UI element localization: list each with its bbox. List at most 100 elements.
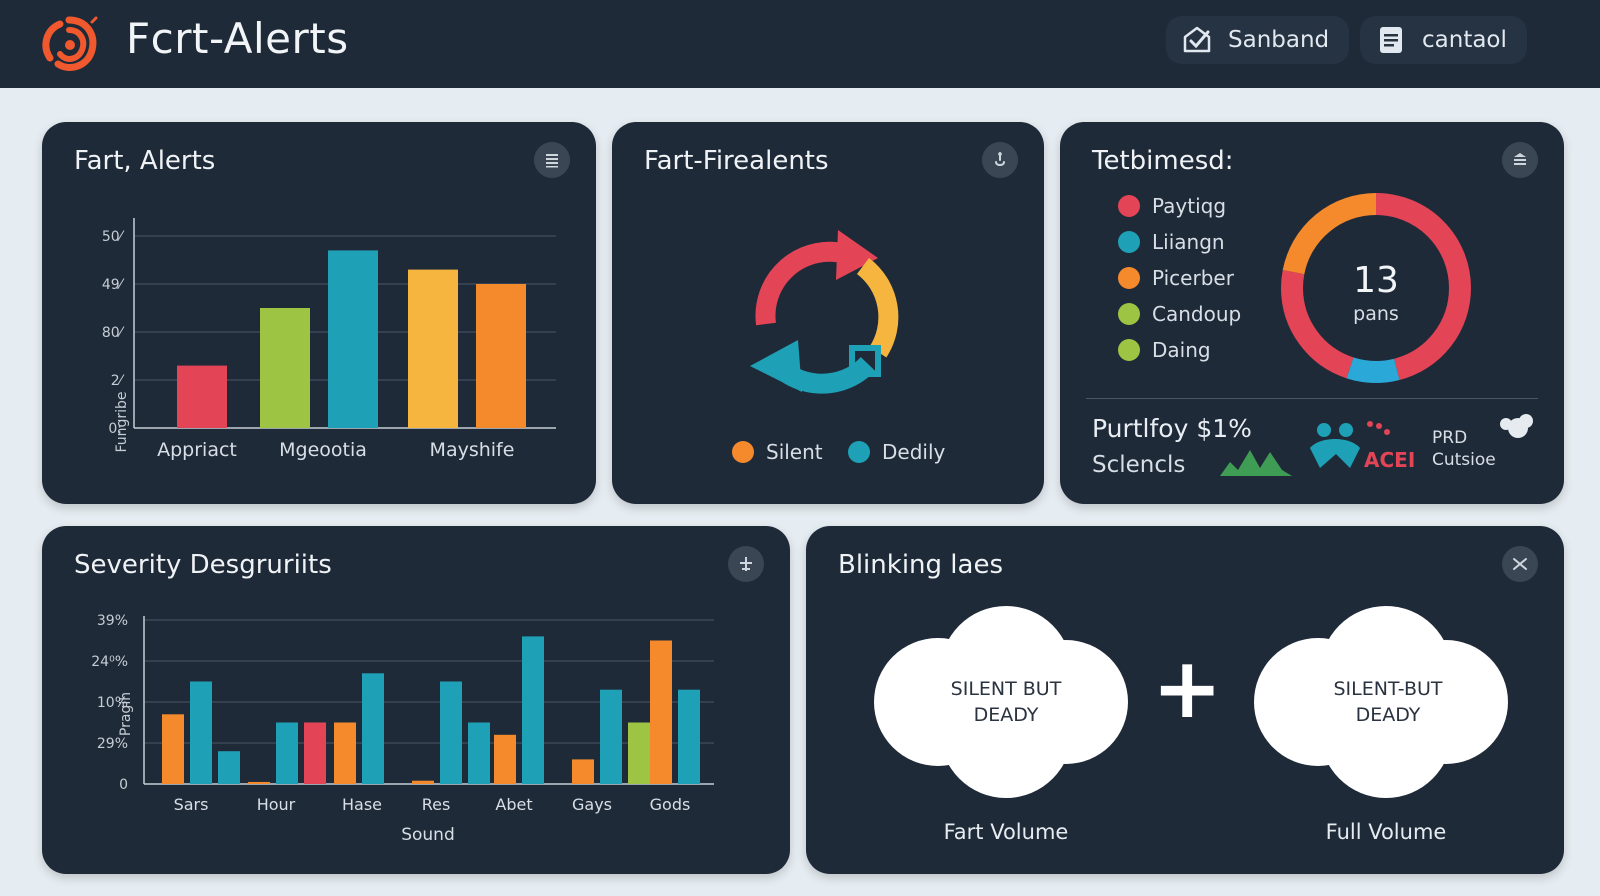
- firealerts-legend-silent: Silent: [732, 440, 823, 464]
- severity-bar: [440, 681, 462, 784]
- firealerts-legend-dedily: Dedily: [848, 440, 945, 464]
- list-icon: [546, 154, 558, 168]
- top-bar: Fcrt-Alerts Sanband cantaol: [0, 0, 1600, 88]
- stack-icon: [1514, 153, 1526, 165]
- app-logo-icon[interactable]: [36, 12, 102, 78]
- severity-menu-button[interactable]: [728, 546, 764, 582]
- sanband-label: Sanband: [1228, 27, 1330, 53]
- cloud-left-caption: Fart Volume: [943, 820, 1069, 844]
- divider: [1086, 398, 1538, 399]
- cloud-left-icon: [874, 606, 1128, 798]
- legend-item: Paytiqg: [1118, 194, 1226, 218]
- severity-bar: [494, 734, 516, 784]
- severity-bar: [362, 673, 384, 784]
- testbimesd-title: Tetbimesd:: [1092, 146, 1234, 176]
- severity-bar: [334, 722, 356, 784]
- severity-title: Severity Desgruriits: [74, 550, 332, 580]
- y-axis-label: Pragih: [118, 692, 134, 736]
- bar-3: [328, 250, 378, 428]
- legend-item: Candoup: [1118, 302, 1241, 326]
- cloud-left-line1: SILENT BUT: [950, 678, 1062, 700]
- severity-bar: [628, 722, 650, 784]
- severity-bar: [468, 722, 490, 784]
- legend-item: Liiangn: [1118, 230, 1225, 254]
- fart-alerts-title: Fart, Alerts: [74, 146, 216, 176]
- legend-dot: [1118, 339, 1140, 361]
- donut-unit: pans: [1353, 303, 1399, 325]
- dots-icon: [1367, 421, 1390, 435]
- legend-dot: [1118, 231, 1140, 253]
- y-tick-label: 80⁄: [102, 325, 125, 341]
- severity-panel: Severity Desgruriits Pragih Sound 39% 24⁰…: [42, 526, 790, 874]
- legend-dot: [1118, 195, 1140, 217]
- sanband-button[interactable]: Sanband: [1166, 16, 1350, 64]
- legend-label: Daing: [1152, 338, 1211, 362]
- legend-label: Candoup: [1152, 302, 1242, 326]
- y-tick-label: 50⁄: [102, 229, 125, 245]
- footer-line1: Purtlfoy $1%: [1092, 414, 1252, 443]
- cantaol-button[interactable]: cantaol: [1360, 16, 1527, 64]
- bar-4: [408, 269, 458, 428]
- x-tick-label: Appriact: [157, 439, 237, 461]
- x-tick-label: Gays: [572, 795, 612, 814]
- donut-segment: [1281, 193, 1471, 383]
- cloud-bird-icon: [1500, 414, 1533, 438]
- fart-firealerts-menu-button[interactable]: [982, 142, 1018, 178]
- severity-bar: [650, 640, 672, 784]
- cycle-arrows-icon: [750, 230, 899, 394]
- blinking-panel: Blinking laes SILENT BUT DEADY + SILENT-…: [806, 526, 1564, 874]
- y-axis-label: Fungribe: [114, 391, 130, 452]
- legend-label: Liiangn: [1152, 230, 1225, 254]
- x-tick-label: Mayshife: [430, 439, 515, 461]
- donut-segment: [1281, 193, 1471, 383]
- cloud-right-icon: [1254, 606, 1508, 798]
- severity-bar: [162, 714, 184, 784]
- fart-firealerts-title: Fart-Firealents: [644, 146, 829, 176]
- dedily-dot: [848, 441, 870, 463]
- acei-badge: ACEI: [1364, 448, 1416, 472]
- severity-bar: [248, 781, 270, 784]
- document-icon: [1380, 27, 1402, 53]
- donut-value: 13: [1353, 260, 1399, 301]
- cloud-right-line2: DEADY: [1355, 704, 1421, 726]
- severity-bar: [190, 681, 212, 784]
- bar-5: [476, 284, 526, 428]
- legend-label: Picerber: [1152, 266, 1234, 290]
- fart-alerts-menu-button[interactable]: [534, 142, 570, 178]
- donut-chart: 13 pans: [1281, 193, 1471, 383]
- cloud-right-line1: SILENT-BUT: [1333, 678, 1443, 700]
- x-tick-label: Res: [422, 795, 451, 814]
- refresh-hand-icon: [995, 152, 1005, 166]
- severity-bar: [218, 751, 240, 784]
- checkbox-home-icon: [1183, 26, 1211, 53]
- x-tick-label: Hase: [342, 795, 382, 814]
- y-tick-label: 39%: [97, 613, 128, 629]
- people-hug-icon: [1310, 423, 1360, 468]
- bar-2: [260, 308, 310, 428]
- x-tick-label: Abet: [495, 795, 532, 814]
- cantaol-label: cantaol: [1422, 27, 1507, 53]
- y-tick-label: 0:: [108, 421, 122, 437]
- y-tick-label: 0: [119, 777, 128, 793]
- severity-bar: [412, 780, 434, 784]
- legend-item: Picerber: [1118, 266, 1234, 290]
- severity-bar: [572, 759, 594, 784]
- y-tick-label: 24⁰%: [91, 654, 128, 670]
- donut-segment: [1281, 193, 1471, 383]
- testbimesd-menu-button[interactable]: [1502, 142, 1538, 178]
- footer-side-line2: Cutsioe: [1432, 450, 1496, 470]
- footer-line2: Sclencls: [1092, 452, 1186, 478]
- cloud-left-line2: DEADY: [973, 704, 1039, 726]
- y-tick-label: 2⁄: [111, 373, 125, 389]
- x-tick-label: Sars: [174, 795, 209, 814]
- cloud-left-text: SILENT BUT DEADY: [906, 676, 1106, 728]
- severity-bar: [304, 722, 326, 784]
- cloud-right-text: SILENT-BUT DEADY: [1288, 676, 1488, 728]
- silent-dot: [732, 441, 754, 463]
- blinking-menu-button[interactable]: [1502, 546, 1538, 582]
- x-tick-label: Mgeootia: [279, 439, 367, 461]
- y-tick-label: 29%: [97, 736, 128, 752]
- legend-item: Daing: [1118, 338, 1211, 362]
- app-title: Fcrt-Alerts: [126, 14, 349, 63]
- bar-1: [177, 365, 227, 428]
